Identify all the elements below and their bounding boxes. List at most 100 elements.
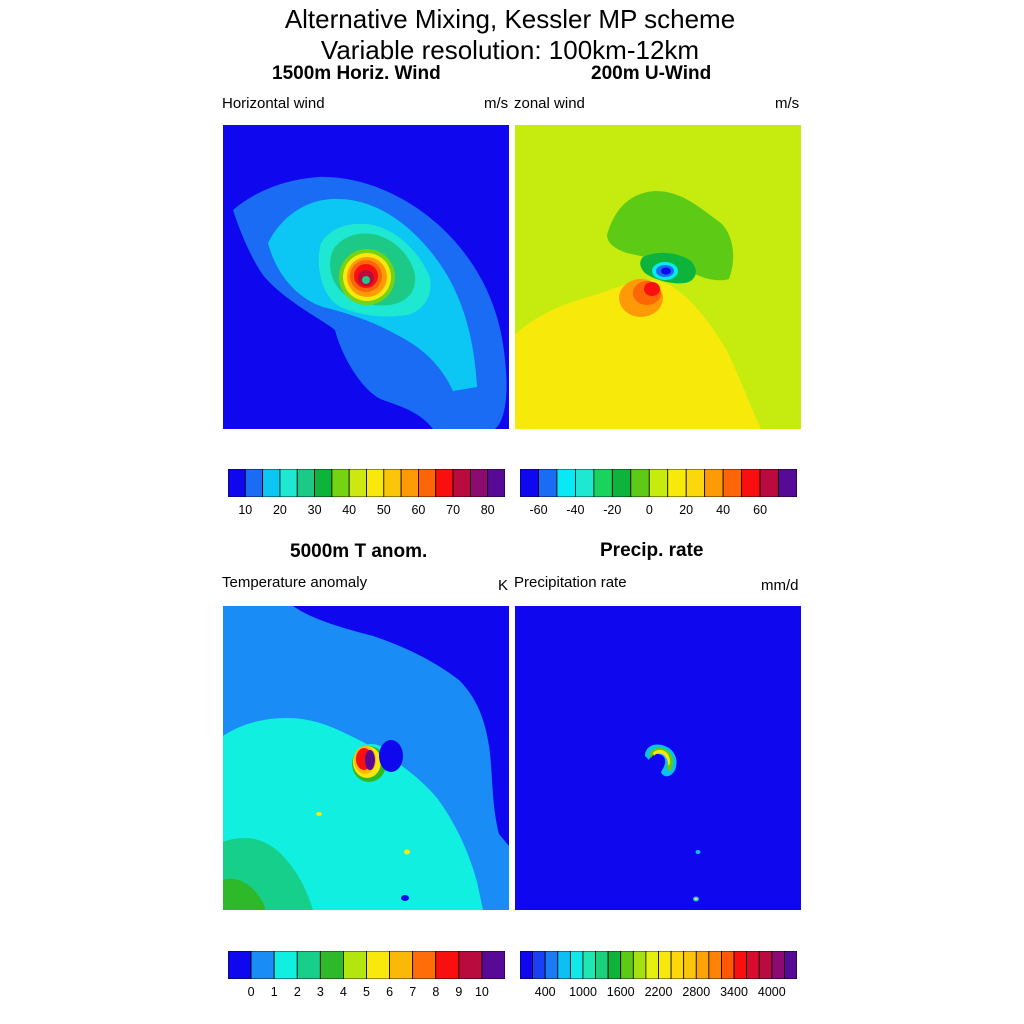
colorbar-tick-label: 10 bbox=[474, 985, 489, 999]
colorbar-tick-label: 80 bbox=[480, 503, 495, 517]
colorbar-box bbox=[741, 469, 761, 497]
colorbar-tick-label: 2200 bbox=[644, 985, 673, 999]
colorbar-box bbox=[648, 469, 669, 497]
colorbar-box bbox=[620, 951, 634, 979]
panel-title-horiz-wind: 1500m Horiz. Wind bbox=[272, 63, 441, 84]
colorbar-box bbox=[481, 951, 505, 979]
colorbar-box bbox=[389, 951, 414, 979]
colorbar-box bbox=[458, 951, 483, 979]
colorbar-box bbox=[632, 951, 647, 979]
colorbar-box bbox=[296, 951, 321, 979]
colorbar-box bbox=[607, 951, 622, 979]
colorbar-tick-label: 10 bbox=[238, 503, 253, 517]
colorbar-box bbox=[348, 469, 367, 497]
colorbar-box bbox=[758, 951, 773, 979]
colorbar-box bbox=[412, 951, 437, 979]
panel-title-u-wind: 200m U-Wind bbox=[591, 63, 712, 84]
colorbar-ticks-precip: 400 1000 1600 2200 2800 3400 4000 bbox=[520, 985, 797, 1001]
colorbar-tick-label: 5 bbox=[363, 985, 370, 999]
panel-left-label-precip: Precipitation rate bbox=[514, 574, 627, 591]
colorbar-box bbox=[685, 469, 706, 497]
colorbar-ticks-horiz-wind: 10 20 30 40 50 60 70 80 bbox=[228, 503, 505, 519]
colorbar-box bbox=[704, 469, 724, 497]
colorbar-tick-label: 7 bbox=[409, 985, 417, 999]
colorbar-box bbox=[520, 951, 533, 979]
plot-temp-anom bbox=[223, 606, 509, 910]
colorbar-tick-label: 4000 bbox=[757, 985, 786, 999]
colorbar-box bbox=[366, 951, 390, 979]
colorbar-box bbox=[670, 951, 685, 979]
colorbar-tick-label: 1 bbox=[270, 985, 278, 999]
panel-title-temp-anom: 5000m T anom. bbox=[290, 541, 428, 562]
colorbar-box bbox=[630, 469, 650, 497]
colorbar-box bbox=[244, 469, 264, 497]
colorbar-box bbox=[722, 469, 743, 497]
colorbar-box bbox=[228, 951, 252, 979]
colorbar-ticks-u-wind: -60 -40 -20 0 20 40 60 bbox=[520, 503, 797, 519]
panel-units-u-wind: m/s bbox=[775, 95, 800, 112]
panel-units-temp-anom: K bbox=[498, 577, 509, 594]
colorbar-box bbox=[667, 469, 687, 497]
colorbar-box bbox=[582, 951, 596, 979]
panel-units-horiz-wind: m/s bbox=[484, 95, 509, 112]
contour-red-blob bbox=[644, 282, 660, 296]
colorbar-box bbox=[771, 951, 785, 979]
colorbar-box bbox=[658, 951, 672, 979]
colorbar-box bbox=[575, 469, 595, 497]
colorbar-tick-label: 3 bbox=[316, 985, 324, 999]
contour-green-region bbox=[607, 191, 734, 281]
colorbar-tick-label: 6 bbox=[386, 985, 394, 999]
colorbar-box bbox=[746, 951, 760, 979]
colorbar-box bbox=[595, 951, 609, 979]
colorbar-tick-label: 30 bbox=[307, 503, 322, 517]
plot-precip bbox=[515, 606, 801, 910]
colorbar-box bbox=[556, 469, 576, 497]
colorbar-box bbox=[759, 469, 779, 497]
colorbar-box bbox=[250, 951, 275, 979]
colorbar-tick-label: 4 bbox=[339, 985, 347, 999]
colorbar-tick-label: 0 bbox=[247, 985, 255, 999]
colorbar-box bbox=[435, 951, 460, 979]
figure-title-line2: Variable resolution: 100km-12km bbox=[320, 35, 700, 65]
panel-left-label-horiz-wind: Horizontal wind bbox=[222, 95, 325, 112]
colorbar-box bbox=[383, 469, 402, 497]
colorbar-box bbox=[784, 951, 797, 979]
figure-title-line1: Alternative Mixing, Kessler MP scheme bbox=[284, 4, 736, 34]
contour-eye-blue bbox=[379, 740, 403, 772]
colorbar-box bbox=[262, 469, 281, 497]
contour-blue-blob bbox=[661, 267, 671, 275]
contour-level-4 bbox=[223, 878, 265, 910]
colorbar-tick-label: 20 bbox=[679, 503, 694, 517]
colorbar-tick-label: 40 bbox=[342, 503, 357, 517]
plot-horiz-wind bbox=[223, 125, 509, 429]
colorbar-box bbox=[683, 951, 697, 979]
contour-level-12 bbox=[362, 276, 370, 284]
colorbar-box bbox=[331, 469, 350, 497]
colorbar-box bbox=[544, 951, 559, 979]
colorbar-box bbox=[569, 951, 584, 979]
colorbar-tick-label: 1000 bbox=[569, 985, 597, 999]
colorbar-tick-label: 9 bbox=[455, 985, 463, 999]
colorbar-box bbox=[708, 951, 722, 979]
colorbar-tick-label: -60 bbox=[529, 503, 548, 517]
colorbar-box bbox=[520, 469, 539, 497]
panel-left-label-u-wind: zonal wind bbox=[514, 95, 585, 112]
contour-inner-purple bbox=[365, 750, 375, 770]
colorbar-tick-label: 70 bbox=[446, 503, 461, 517]
colorbar-temp-anom bbox=[228, 951, 505, 979]
colorbar-tick-label: 8 bbox=[432, 985, 440, 999]
colorbar-tick-label: 40 bbox=[716, 503, 731, 517]
colorbar-box bbox=[538, 469, 558, 497]
panel-left-label-temp-anom: Temperature anomaly bbox=[222, 574, 368, 591]
colorbar-box bbox=[319, 951, 344, 979]
colorbar-box bbox=[273, 951, 298, 979]
panel-units-precip: mm/d bbox=[761, 577, 799, 594]
colorbar-u-wind bbox=[520, 469, 797, 497]
colorbar-tick-label: 60 bbox=[411, 503, 426, 517]
contour-small-blue bbox=[401, 895, 409, 901]
colorbar-box bbox=[778, 469, 797, 497]
colorbar-tick-label: 0 bbox=[645, 503, 653, 517]
colorbar-tick-label: 2800 bbox=[682, 985, 711, 999]
colorbar-box bbox=[487, 469, 505, 497]
panel-title-precip: Precip. rate bbox=[600, 540, 704, 561]
